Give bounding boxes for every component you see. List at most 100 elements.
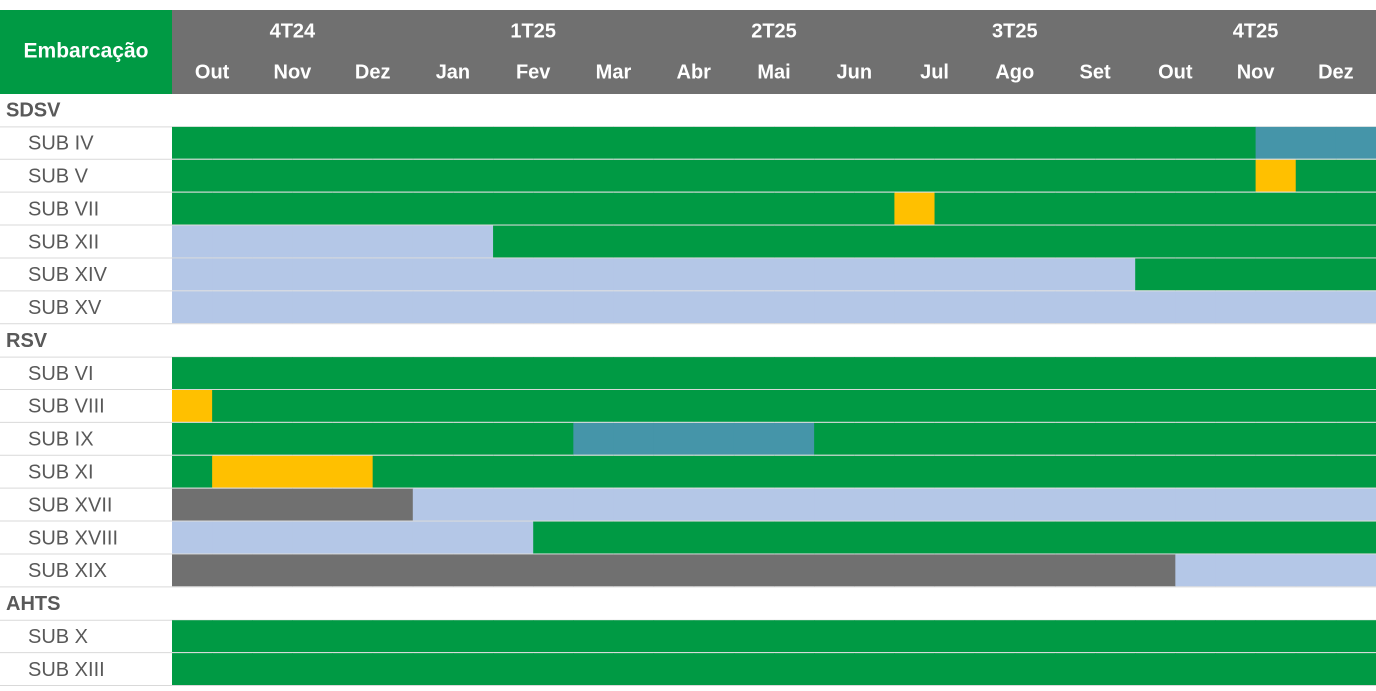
cell [1054,620,1096,653]
cell [934,159,976,192]
cell [974,455,1016,488]
cell [252,192,293,225]
cell [1014,126,1056,159]
cell [252,620,293,653]
cell [1014,422,1056,455]
cell [172,192,213,225]
cell [1014,455,1056,488]
cell [212,455,253,488]
cell [733,159,775,192]
cell [1175,357,1216,389]
cell [693,488,735,521]
cell [452,192,494,225]
cell [774,455,815,488]
cell [452,225,494,258]
cell [814,422,855,455]
cell [372,225,414,258]
cell [573,521,614,554]
cell [1215,192,1257,225]
cell [934,192,976,225]
cell [412,192,454,225]
cell [1095,422,1136,455]
cell [493,455,534,488]
cell [1095,291,1136,324]
cell [452,159,494,192]
cell [292,390,334,422]
cell [412,422,454,455]
cell [332,554,374,587]
cell [1295,422,1337,455]
cell [1095,455,1136,488]
cell [733,620,775,653]
cell [252,291,293,324]
cell [493,521,534,554]
cell [212,192,253,225]
cell [172,488,213,521]
cell [854,291,895,324]
cell [653,225,695,258]
cell [934,357,976,389]
cell [613,291,655,324]
cell [292,225,334,258]
cell [1014,159,1056,192]
cell [1135,357,1176,389]
cell [613,159,655,192]
cell [1175,258,1216,291]
cell [332,390,374,422]
cell [1215,159,1257,192]
cell [974,291,1016,324]
cell [814,291,855,324]
cell [493,159,534,192]
cell [412,521,454,554]
cell [1054,291,1096,324]
cell [653,291,695,324]
cell [854,159,895,192]
cell [412,126,454,159]
cell [252,357,293,389]
cell [452,390,494,422]
cell [854,126,895,159]
cell [613,225,655,258]
cell [292,192,334,225]
cell [292,258,334,291]
month-label: Mai [757,61,790,83]
cell [1175,126,1216,159]
cell [1215,390,1257,422]
cell [1014,390,1056,422]
cell [172,126,213,159]
cell [1054,653,1096,685]
cell [613,653,655,685]
month-label: Mar [596,61,632,83]
cell [412,620,454,653]
cell [332,620,374,653]
cell [212,422,253,455]
cell [934,554,976,587]
cell [894,653,936,685]
cell [252,488,293,521]
cell [894,192,936,225]
cell [894,159,936,192]
cell [894,554,936,587]
cell [493,192,534,225]
cell [452,620,494,653]
cell [493,390,534,422]
cell [292,455,334,488]
cell [894,422,936,455]
cell [934,488,976,521]
cell [1054,455,1096,488]
cell [493,291,534,324]
cell [452,291,494,324]
cell [934,126,976,159]
cell [533,488,574,521]
cell [613,521,655,554]
cell [854,390,895,422]
group-label: SDSV [6,100,61,122]
cell [533,620,574,653]
cell [412,258,454,291]
cell [1335,126,1376,159]
cell [292,554,334,587]
cell [1255,225,1297,258]
cell [774,390,815,422]
cell [814,653,855,685]
cell [1175,455,1216,488]
